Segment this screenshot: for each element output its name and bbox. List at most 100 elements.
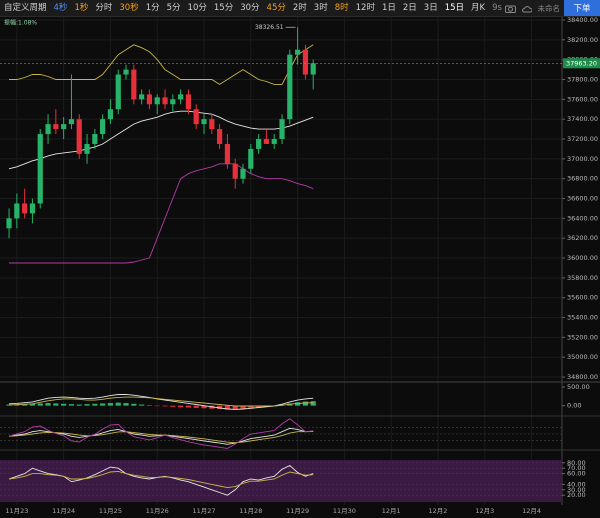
y-tick-label: 38200.00 bbox=[567, 36, 598, 44]
period-option[interactable]: 15分 bbox=[213, 3, 234, 13]
candle-body bbox=[76, 119, 82, 154]
y-tick-label: 70.00 bbox=[567, 464, 586, 472]
x-tick-label: 11月29 bbox=[286, 507, 309, 515]
macd-bar bbox=[295, 402, 301, 406]
x-tick-label: 11月25 bbox=[99, 507, 122, 515]
cloud-icon[interactable] bbox=[521, 4, 532, 13]
y-tick-label: 35600.00 bbox=[567, 294, 598, 302]
macd-bar bbox=[53, 403, 59, 406]
candle-body bbox=[6, 218, 12, 229]
candle-body bbox=[37, 134, 43, 204]
macd-bar bbox=[68, 404, 75, 406]
x-tick-label: 11月23 bbox=[5, 507, 28, 515]
macd-bar bbox=[217, 405, 223, 410]
period-option[interactable]: 45分 bbox=[266, 3, 286, 13]
period-option[interactable]: 3时 bbox=[313, 3, 328, 13]
period-option[interactable]: 月K bbox=[471, 3, 486, 13]
period-option[interactable]: 9s bbox=[492, 3, 502, 13]
macd-bar bbox=[154, 405, 160, 407]
period-option[interactable]: 自定义周期 bbox=[4, 3, 47, 13]
candle-body bbox=[232, 163, 238, 179]
period-option[interactable]: 30分 bbox=[240, 3, 260, 13]
y-tick-label: 80.00 bbox=[567, 459, 586, 467]
macd-bar bbox=[139, 404, 145, 406]
band-line bbox=[9, 44, 314, 85]
period-option[interactable]: 分时 bbox=[95, 3, 113, 13]
y-tick-label: 36200.00 bbox=[567, 234, 598, 242]
candle-body bbox=[248, 148, 254, 169]
period-option[interactable]: 4秒 bbox=[53, 3, 68, 13]
candle-body bbox=[209, 119, 215, 130]
period-option[interactable]: 1日 bbox=[381, 3, 396, 13]
macd-bar bbox=[123, 403, 129, 406]
macd-bar bbox=[92, 403, 98, 406]
candle-body bbox=[193, 109, 199, 125]
indicator-line bbox=[8, 396, 314, 407]
period-option[interactable]: 1秒 bbox=[74, 3, 89, 13]
candle-body bbox=[131, 69, 137, 100]
candle-body bbox=[68, 119, 75, 125]
y-tick-label: 36600.00 bbox=[567, 195, 598, 203]
candle-body bbox=[115, 74, 121, 110]
period-option[interactable]: 15日 bbox=[444, 3, 465, 13]
candle-body bbox=[271, 138, 277, 144]
y-tick-label: 40.00 bbox=[567, 480, 586, 488]
camera-icon[interactable] bbox=[504, 4, 516, 13]
period-option[interactable]: 12时 bbox=[355, 3, 375, 13]
macd-bar bbox=[29, 403, 36, 406]
macd-bar bbox=[310, 401, 316, 406]
indicator-line bbox=[8, 394, 314, 410]
candle-body bbox=[170, 99, 176, 105]
candle-body bbox=[287, 54, 293, 120]
macd-bar bbox=[232, 405, 238, 410]
macd-bar bbox=[131, 403, 137, 406]
indicator-line bbox=[8, 418, 314, 449]
candle-body bbox=[295, 49, 301, 55]
period-option[interactable]: 2日 bbox=[402, 3, 417, 13]
candle-body bbox=[92, 134, 98, 144]
x-tick-label: 11月26 bbox=[146, 507, 169, 515]
y-tick-label: 500.00 bbox=[567, 383, 590, 391]
macd-bar bbox=[248, 405, 254, 408]
candle-body bbox=[185, 94, 192, 110]
period-option[interactable]: 5分 bbox=[166, 3, 181, 13]
y-tick-label: 37600.00 bbox=[567, 95, 598, 103]
candle-body bbox=[162, 97, 168, 105]
period-option[interactable]: 30秒 bbox=[119, 3, 139, 13]
macd-bar bbox=[178, 405, 184, 408]
y-tick-label: 37200.00 bbox=[567, 135, 598, 143]
macd-bar bbox=[302, 401, 309, 406]
y-tick-label: 30.00 bbox=[567, 486, 586, 494]
period-option[interactable]: 3日 bbox=[423, 3, 438, 13]
macd-bar bbox=[37, 403, 43, 406]
order-button[interactable]: 下单 bbox=[564, 0, 600, 16]
indicator-band bbox=[0, 460, 562, 502]
period-option[interactable]: 8时 bbox=[334, 3, 349, 13]
macd-bar bbox=[22, 404, 28, 406]
layout-name[interactable]: 未命名 bbox=[537, 3, 561, 13]
period-option[interactable]: 10分 bbox=[187, 3, 207, 13]
candle-body bbox=[100, 119, 106, 135]
y-tick-label: 35400.00 bbox=[567, 314, 598, 322]
y-tick-label: 37400.00 bbox=[567, 115, 598, 123]
candle-body bbox=[201, 119, 207, 125]
macd-bar bbox=[185, 405, 192, 408]
y-tick-label: 35000.00 bbox=[567, 353, 598, 361]
y-tick-label: 35800.00 bbox=[567, 274, 598, 282]
macd-bar bbox=[201, 405, 207, 409]
candle-body bbox=[224, 143, 231, 164]
x-tick-label: 11月28 bbox=[239, 507, 262, 515]
x-tick-label: 12月2 bbox=[429, 507, 448, 515]
candle-body bbox=[139, 94, 145, 100]
candle-body bbox=[302, 49, 309, 75]
macd-bar bbox=[45, 403, 51, 406]
period-option[interactable]: 2时 bbox=[292, 3, 307, 13]
candle-body bbox=[61, 124, 67, 130]
period-option[interactable]: 1分 bbox=[145, 3, 160, 13]
candle-body bbox=[178, 94, 184, 100]
x-tick-label: 11月27 bbox=[192, 507, 215, 515]
max-price-label: 38326.51 bbox=[255, 24, 284, 31]
y-tick-label: 34800.00 bbox=[567, 373, 598, 381]
y-tick-label: 37000.00 bbox=[567, 155, 598, 163]
